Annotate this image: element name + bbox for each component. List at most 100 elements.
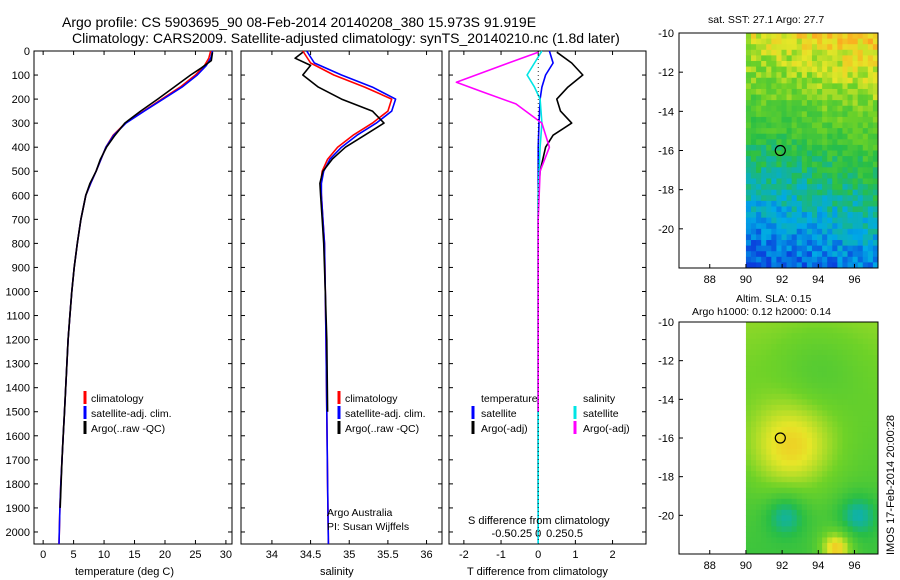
heatmap-cell — [786, 333, 793, 339]
heatmap-cell — [756, 256, 762, 263]
heatmap-cell — [842, 504, 848, 511]
heatmap-cell — [771, 443, 777, 450]
heatmap-cell — [872, 44, 879, 51]
heatmap-cell — [827, 161, 833, 168]
heatmap-cell — [761, 421, 767, 428]
heatmap-cell — [781, 172, 787, 179]
heatmap-cell — [857, 410, 864, 417]
heatmap-cell — [791, 60, 798, 67]
heatmap-cell — [756, 509, 762, 516]
heatmap-cell — [862, 327, 869, 334]
heatmap-cell — [796, 371, 803, 378]
heatmap-cell — [806, 371, 813, 378]
heatmap-cell — [796, 55, 803, 62]
heatmap-cell — [776, 498, 782, 505]
heatmap-cell — [745, 487, 752, 494]
heatmap-cell — [761, 377, 767, 384]
heatmap-cell — [811, 133, 818, 140]
heatmap-cell — [842, 465, 848, 472]
heatmap-cell — [756, 111, 762, 118]
heatmap-cell — [796, 410, 803, 417]
heatmap-cell — [756, 94, 762, 101]
heatmap-cell — [745, 443, 752, 450]
heatmap-cell — [756, 195, 762, 202]
heatmap-cell — [806, 94, 813, 101]
heatmap-cell — [796, 72, 803, 79]
heatmap-cell — [867, 449, 874, 455]
heatmap-cell — [751, 465, 757, 472]
heatmap-cell — [822, 122, 828, 129]
heatmap-cell — [781, 38, 787, 45]
heatmap-cell — [837, 465, 843, 472]
heatmap-cell — [786, 421, 793, 428]
heatmap-cell — [786, 161, 793, 168]
heatmap-cell — [842, 322, 848, 328]
heatmap-cell — [842, 526, 848, 533]
heatmap-cell — [761, 66, 767, 73]
heatmap-cell — [796, 443, 803, 450]
heatmap-cell — [751, 344, 757, 351]
heatmap-cell — [751, 349, 757, 356]
heatmap-cell — [766, 105, 772, 112]
heatmap-cell — [766, 487, 772, 494]
heatmap-cell — [832, 77, 838, 84]
y-tick-label: 1500 — [6, 407, 30, 419]
heatmap-cell — [791, 55, 798, 62]
x-tick-label: 15 — [128, 549, 140, 561]
heatmap-cell — [781, 262, 787, 269]
heatmap-cell — [756, 88, 762, 95]
heatmap-cell — [761, 415, 767, 422]
heatmap-cell — [862, 460, 869, 467]
heatmap-cell — [756, 167, 762, 174]
heatmap-cell — [751, 526, 757, 533]
heatmap-cell — [832, 471, 838, 478]
heatmap-cell — [867, 262, 874, 269]
heatmap-cell — [786, 223, 793, 230]
sst-heatmap — [745, 33, 879, 269]
heatmap-cell — [796, 338, 803, 345]
heatmap-cell — [786, 184, 793, 191]
heatmap-cell — [781, 111, 787, 118]
heatmap-cell — [837, 88, 843, 95]
heatmap-cell — [791, 94, 798, 101]
heatmap-cell — [786, 55, 793, 62]
heatmap-cell — [817, 195, 823, 202]
heatmap-cell — [806, 88, 813, 95]
heatmap-cell — [872, 449, 879, 455]
heatmap-cell — [832, 460, 838, 467]
heatmap-cell — [862, 344, 869, 351]
heatmap-cell — [832, 421, 838, 428]
heatmap-cell — [837, 548, 843, 555]
heatmap-cell — [832, 116, 838, 123]
heatmap-cell — [822, 438, 828, 444]
heatmap-cell — [862, 88, 869, 95]
heatmap-cell — [766, 200, 772, 207]
heatmap-cell — [745, 410, 752, 417]
heatmap-cell — [791, 217, 798, 224]
heatmap-cell — [811, 487, 818, 494]
heatmap-cell — [745, 184, 752, 191]
figure-title-line1: Argo profile: CS 5903695_90 08-Feb-2014 … — [62, 14, 536, 30]
heatmap-cell — [766, 493, 772, 500]
heatmap-cell — [811, 460, 818, 467]
heatmap-cell — [822, 344, 828, 351]
heatmap-cell — [761, 150, 767, 157]
heatmap-cell — [771, 393, 777, 400]
heatmap-cell — [872, 262, 879, 269]
heatmap-cell — [766, 66, 772, 73]
heatmap-cell — [867, 415, 874, 422]
salinity-plot-frame — [240, 50, 443, 545]
heatmap-cell — [832, 482, 838, 489]
heatmap-cell — [766, 55, 772, 62]
heatmap-cell — [756, 493, 762, 500]
heatmap-cell — [867, 498, 874, 505]
heatmap-cell — [756, 449, 762, 455]
heatmap-cell — [786, 493, 793, 500]
heatmap-cell — [806, 526, 813, 533]
heatmap-cell — [852, 144, 859, 151]
heatmap-cell — [781, 482, 787, 489]
heatmap-cell — [867, 504, 874, 511]
heatmap-cell — [776, 399, 782, 406]
heatmap-cell — [847, 245, 853, 252]
heatmap-cell — [761, 476, 767, 483]
